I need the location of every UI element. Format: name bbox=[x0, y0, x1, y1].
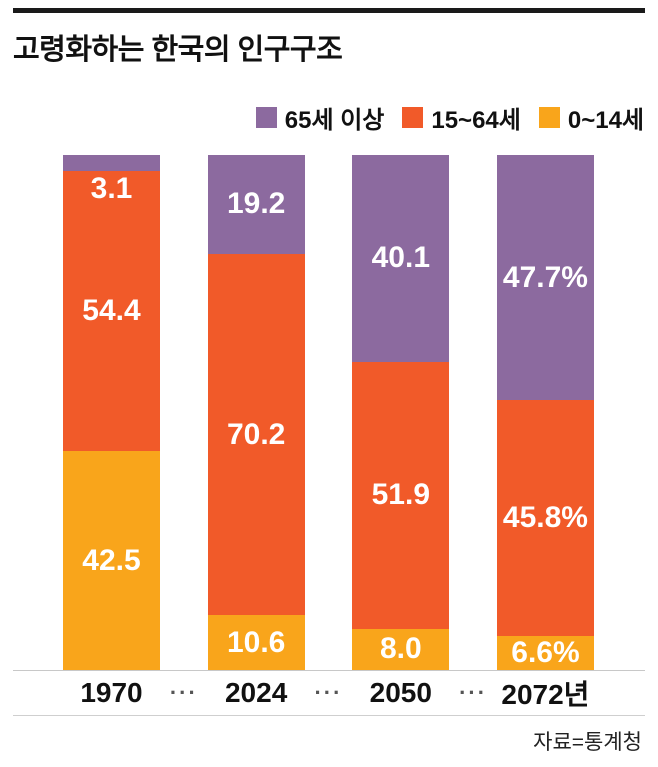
legend-label-15-64: 15~64세 bbox=[431, 107, 521, 134]
segment-65plus: 3.1 bbox=[63, 155, 160, 205]
x-tick-2072: 2072년 bbox=[501, 679, 590, 710]
segment-value-label: 40.1 bbox=[371, 241, 430, 275]
legend-label-0-14: 0~14세 bbox=[567, 107, 644, 134]
bottom-divider bbox=[13, 715, 645, 716]
segment-0-14: 8.0 bbox=[352, 628, 450, 670]
segment-15-64: 51.9 bbox=[352, 361, 450, 629]
bar-2072: 47.7% 45.8% 6.6% bbox=[496, 155, 594, 670]
stacked-bar-chart: 3.1 54.4 42.5 19.2 70.2 10.6 40.1 bbox=[63, 155, 594, 670]
x-tick-2050: 2050 bbox=[369, 677, 432, 708]
segment-65plus: 47.7% bbox=[496, 155, 594, 401]
segment-value-label: 45.8% bbox=[502, 501, 588, 535]
legend-item-15-64: 15~64세 bbox=[402, 100, 521, 135]
bar-2024: 19.2 70.2 10.6 bbox=[207, 155, 305, 670]
x-axis-line bbox=[13, 670, 645, 671]
legend-swatch-0-14 bbox=[538, 107, 560, 128]
x-tick-1970: 1970 bbox=[80, 677, 143, 708]
legend-swatch-65plus bbox=[255, 107, 277, 128]
x-axis-ellipsis: ··· bbox=[169, 680, 198, 705]
segment-value-label: 42.5 bbox=[82, 543, 141, 577]
bar-1970: 3.1 54.4 42.5 bbox=[63, 155, 160, 670]
legend-item-0-14: 0~14세 bbox=[538, 100, 644, 135]
segment-65plus: 19.2 bbox=[207, 155, 305, 254]
segment-value-label: 8.0 bbox=[379, 632, 422, 666]
segment-value-label: 10.6 bbox=[226, 625, 286, 659]
segment-15-64: 70.2 bbox=[207, 253, 305, 616]
segment-0-14: 6.6% bbox=[496, 636, 594, 670]
page-title: 고령화하는 한국의 인구구조 bbox=[13, 34, 343, 66]
segment-65plus: 40.1 bbox=[352, 155, 450, 362]
segment-value-label: 51.9 bbox=[371, 478, 430, 512]
segment-value-label: 19.2 bbox=[226, 187, 286, 221]
x-axis-ellipsis: ··· bbox=[314, 680, 343, 705]
legend-swatch-15-64 bbox=[402, 107, 424, 128]
bar-2050: 40.1 51.9 8.0 bbox=[352, 155, 450, 670]
x-axis-ellipsis: ··· bbox=[459, 680, 488, 705]
x-axis-labels: 1970 ··· 2024 ··· 2050 ··· 2072년 bbox=[63, 676, 594, 710]
chart-legend: 65세 이상 15~64세 0~14세 bbox=[255, 100, 644, 135]
source-credit: 자료=통계청 bbox=[533, 731, 642, 754]
segment-value-label: 70.2 bbox=[226, 417, 286, 451]
legend-item-65plus: 65세 이상 bbox=[255, 100, 385, 135]
segment-value-label: 54.4 bbox=[82, 294, 141, 328]
segment-15-64: 54.4 bbox=[63, 170, 160, 452]
segment-0-14: 10.6 bbox=[207, 615, 305, 670]
segment-value-label: 3.1 bbox=[90, 171, 133, 205]
legend-label-65plus: 65세 이상 bbox=[284, 107, 385, 134]
top-divider bbox=[13, 8, 645, 13]
x-tick-2024: 2024 bbox=[224, 677, 288, 708]
segment-value-label: 6.6% bbox=[511, 636, 580, 670]
segment-value-label: 47.7% bbox=[502, 260, 588, 294]
segment-15-64: 45.8% bbox=[496, 400, 594, 637]
segment-0-14: 42.5 bbox=[63, 451, 160, 670]
